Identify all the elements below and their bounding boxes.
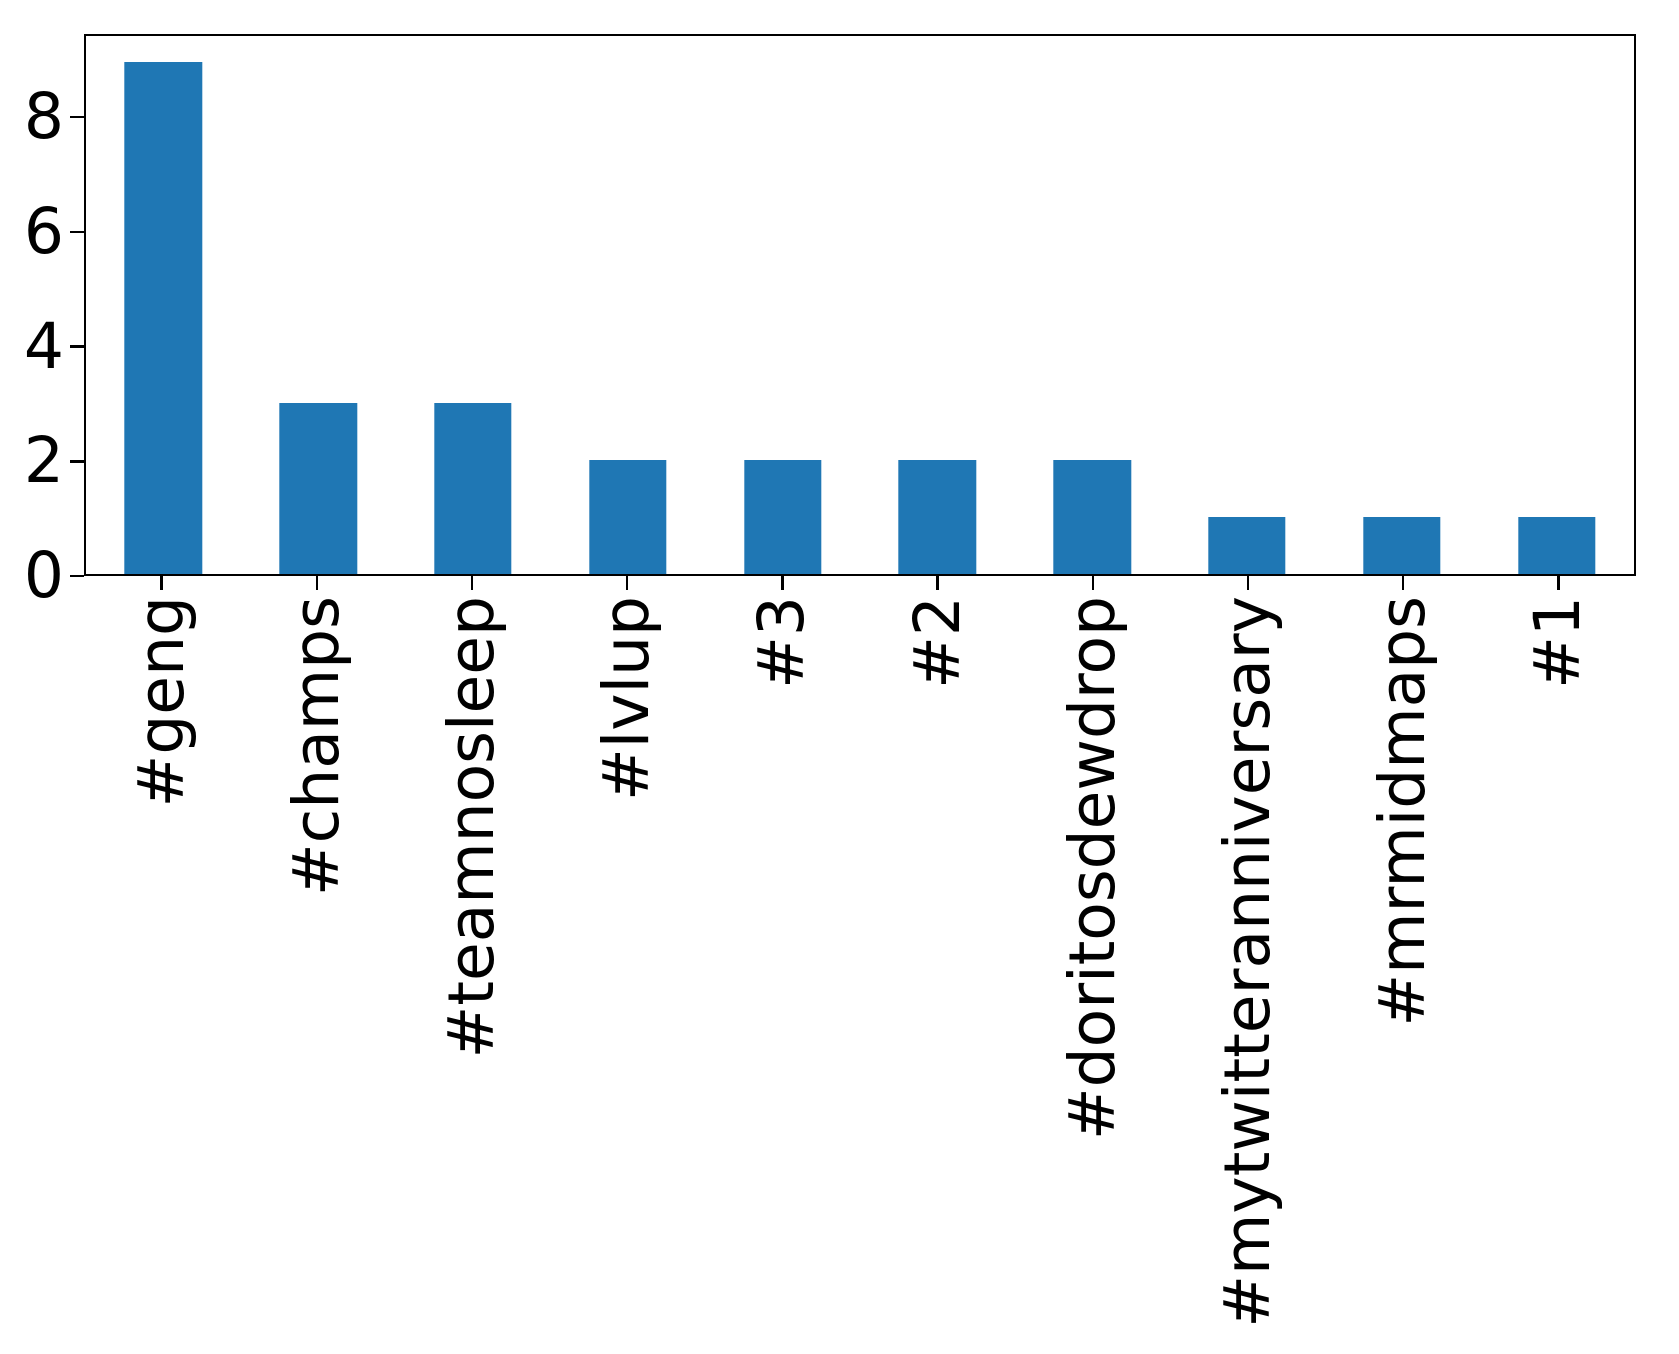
x-axis-tick: [315, 576, 319, 590]
x-axis-tick: [1091, 576, 1095, 590]
bar: [1363, 517, 1441, 574]
y-axis-tick: [70, 230, 84, 234]
x-axis-tick: [936, 576, 939, 590]
bar: [743, 460, 822, 574]
y-axis-tick: [70, 115, 84, 119]
y-tick-label: 8: [23, 80, 64, 154]
bar: [279, 403, 357, 574]
x-axis-tick: [1401, 576, 1405, 590]
bar: [1053, 460, 1131, 574]
bar: [124, 61, 203, 574]
x-tick-label: #doritosdewdrop: [1055, 596, 1129, 1141]
bar: [898, 460, 977, 574]
plot-area: [84, 34, 1636, 576]
x-axis-tick: [470, 576, 474, 590]
bar: [434, 403, 512, 574]
x-tick-label: #mytwitteranniversary: [1211, 596, 1284, 1328]
y-axis-tick: [70, 345, 84, 348]
x-tick-label: #2: [900, 596, 974, 689]
y-tick-label: 6: [23, 194, 64, 268]
y-axis-tick: [70, 460, 84, 463]
x-axis-tick: [1246, 576, 1250, 590]
x-tick-label: #geng: [124, 596, 198, 808]
x-axis-tick: [781, 576, 784, 590]
y-axis-tick: [70, 574, 84, 578]
x-tick-label: #3: [745, 596, 819, 689]
y-tick-label: 0: [23, 539, 64, 612]
x-tick-label: #lvlup: [590, 596, 664, 801]
x-axis-tick: [1557, 576, 1560, 590]
x-tick-label: #mrmidmaps: [1366, 596, 1440, 1027]
bar: [1208, 517, 1286, 574]
x-tick-label: #champs: [279, 596, 353, 897]
x-axis-tick: [160, 576, 163, 590]
bar: [1517, 517, 1596, 574]
y-tick-label: 2: [23, 424, 64, 498]
y-tick-label: 4: [23, 309, 64, 383]
bar: [589, 460, 667, 574]
x-tick-label: #teamnosleep: [435, 596, 508, 1059]
x-axis-tick: [625, 576, 629, 590]
x-tick-label: #1: [1521, 596, 1595, 689]
